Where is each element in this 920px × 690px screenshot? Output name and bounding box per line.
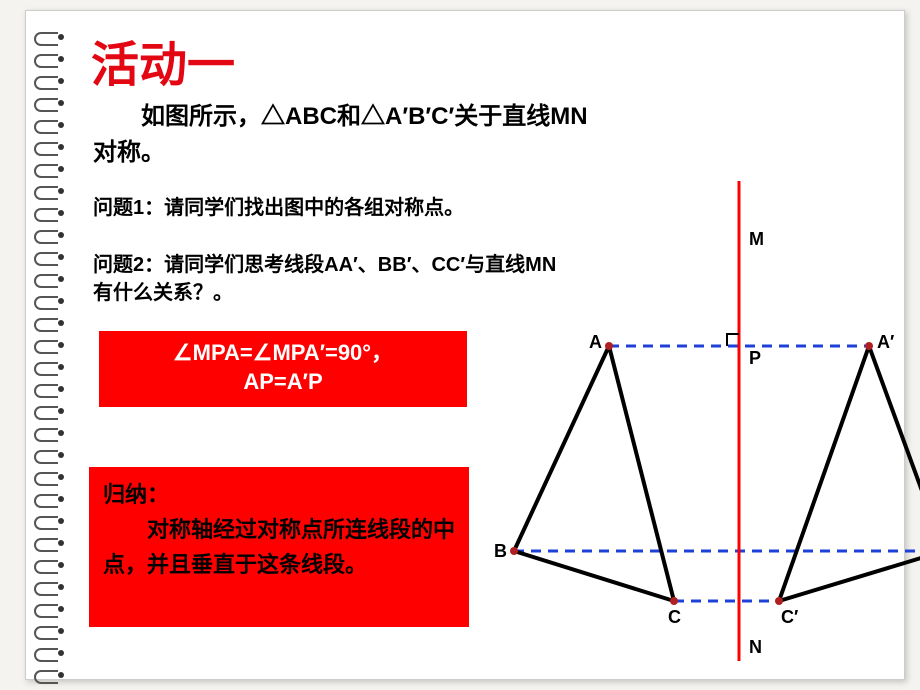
diagram-svg xyxy=(489,171,920,671)
slide-title: 活动一 xyxy=(91,25,235,95)
notebook-page: 活动一 如图所示，△ABC和△A′B′C′关于直线MN对称。 问题1：请同学们找… xyxy=(25,10,905,680)
label-P: P xyxy=(749,348,761,369)
summary-box: 归纳： 对称轴经过对称点所连线段的中点，并且垂直于这条线段。 xyxy=(89,467,469,627)
formula-line-1: ∠MPA=∠MPA′=90°， xyxy=(99,339,467,368)
label-A-prime: A′ xyxy=(877,332,894,353)
spiral-binding xyxy=(34,26,74,686)
label-N: N xyxy=(749,637,762,658)
label-C: C xyxy=(668,607,681,628)
summary-label: 归纳： xyxy=(103,477,455,512)
content-area: 活动一 如图所示，△ABC和△A′B′C′关于直线MN对称。 问题1：请同学们找… xyxy=(71,11,904,679)
summary-body: 对称轴经过对称点所连线段的中点，并且垂直于这条线段。 xyxy=(103,512,455,582)
label-A: A xyxy=(589,332,602,353)
intro-text: 如图所示，△ABC和△A′B′C′关于直线MN对称。 xyxy=(89,97,609,173)
question-1: 问题1：请同学们找出图中的各组对称点。 xyxy=(89,189,468,222)
formula-box: ∠MPA=∠MPA′=90°， AP=A′P xyxy=(99,331,467,407)
geometry-diagram: MNPAA′BB′CC′ xyxy=(489,171,920,671)
formula-line-2: AP=A′P xyxy=(99,368,467,397)
label-M: M xyxy=(749,229,764,250)
label-C-prime: C′ xyxy=(781,607,798,628)
label-B: B xyxy=(494,541,507,562)
